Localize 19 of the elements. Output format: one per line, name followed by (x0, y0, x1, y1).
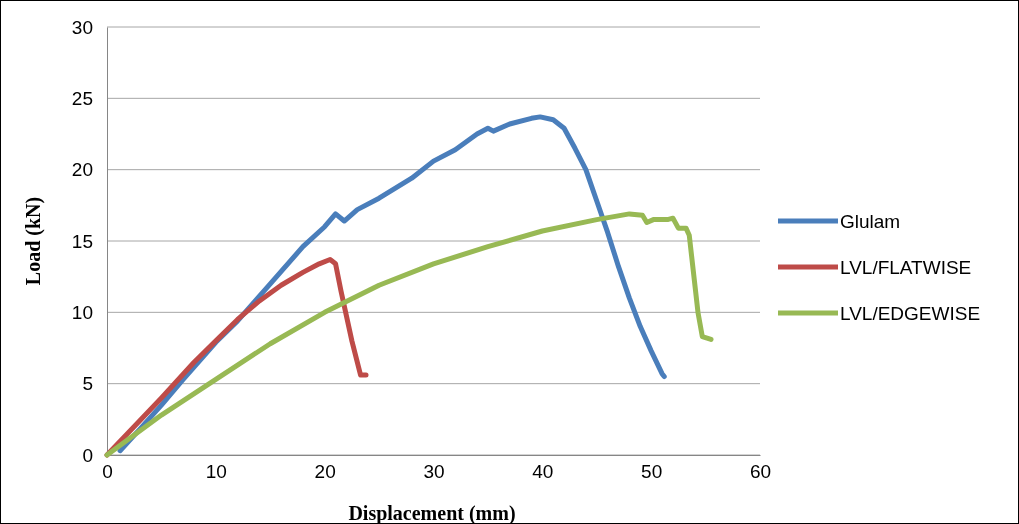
y-tick-label: 20 (71, 159, 93, 181)
y-tick-label: 0 (82, 444, 93, 466)
y-tick-label: 10 (71, 301, 93, 323)
legend-label: Glulam (840, 211, 901, 232)
x-tick-label: 40 (532, 461, 554, 483)
x-axis-title: Displacement (mm) (348, 502, 516, 524)
legend-label: LVL/EDGEWISE (840, 303, 981, 324)
x-tick-label: 60 (749, 461, 772, 483)
y-tick-label: 25 (71, 87, 93, 109)
x-tick-label: 10 (205, 461, 227, 483)
y-tick-label: 30 (71, 16, 93, 38)
legend-label: LVL/FLATWISE (840, 257, 972, 278)
y-axis-title: Load (kN) (22, 196, 45, 286)
x-tick-label: 30 (423, 461, 445, 483)
x-tick-label: 50 (641, 461, 663, 483)
x-tick-label: 20 (314, 461, 336, 483)
y-tick-label: 15 (71, 230, 93, 252)
x-tick-label: 0 (102, 461, 113, 483)
y-tick-label: 5 (82, 373, 93, 395)
